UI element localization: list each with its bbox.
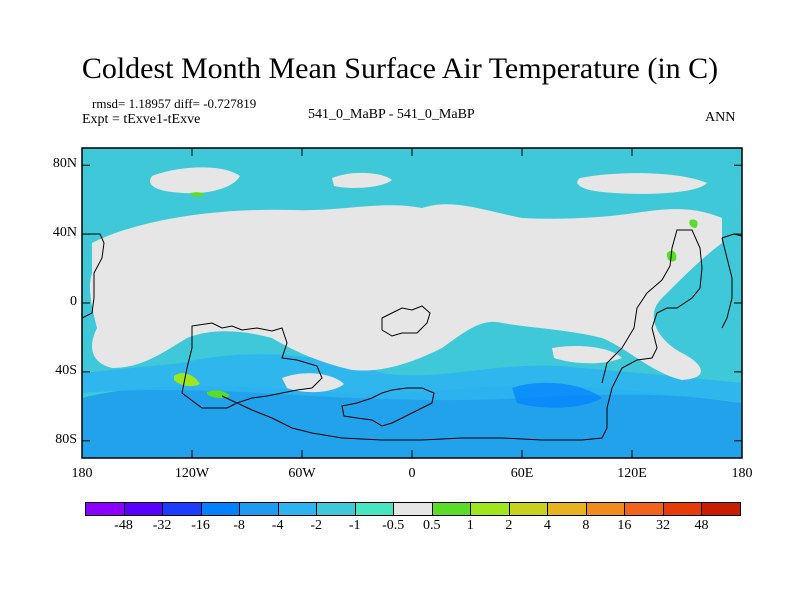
colorbar-swatch bbox=[162, 502, 202, 516]
colorbar-swatch bbox=[701, 502, 741, 516]
colorbar-swatch bbox=[393, 502, 433, 516]
x-tick-label: 180 bbox=[71, 466, 93, 481]
colorbar-label: 48 bbox=[694, 518, 709, 533]
deep-cold-spot bbox=[512, 382, 602, 408]
x-tick-label: 60W bbox=[288, 466, 316, 481]
stats-line: rmsd= 1.18957 diff= -0.727819 bbox=[92, 96, 257, 111]
x-tick-label: 180 bbox=[731, 466, 753, 481]
colorbar bbox=[85, 502, 741, 516]
north-patch-west bbox=[150, 167, 240, 194]
colorbar-swatch bbox=[200, 502, 241, 516]
colorbar-label: 4 bbox=[543, 518, 551, 533]
plot-border bbox=[81, 147, 743, 459]
colorbar-swatch bbox=[354, 502, 395, 516]
x-tick-label: 60E bbox=[510, 466, 534, 481]
colorbar-swatch bbox=[239, 502, 279, 516]
colorbar-label: 0.5 bbox=[423, 518, 441, 533]
colorbar-swatch bbox=[277, 502, 318, 516]
positive-anomaly-east bbox=[666, 250, 677, 262]
colorbar-label: 16 bbox=[617, 518, 632, 533]
map-plot-area bbox=[82, 148, 742, 458]
colorbar-label: -1 bbox=[348, 518, 361, 533]
north-patch-east bbox=[577, 173, 707, 194]
south-grey-blob-1 bbox=[282, 373, 344, 393]
colorbar-swatch bbox=[316, 502, 356, 516]
y-tick-label: 80S bbox=[55, 431, 77, 447]
colorbar-swatch bbox=[547, 502, 587, 516]
colorbar-swatch bbox=[431, 502, 472, 516]
continent-outline bbox=[82, 229, 742, 441]
colorbar-swatch bbox=[85, 502, 125, 516]
colorbar-swatch bbox=[624, 502, 664, 516]
colorbar-label: -8 bbox=[233, 518, 245, 533]
colorbar-label: 8 bbox=[582, 518, 590, 533]
colorbar-label: 2 bbox=[505, 518, 513, 533]
positive-anomaly-south bbox=[174, 373, 200, 387]
season-label: ANN bbox=[705, 110, 736, 125]
south-grey-blob-2 bbox=[552, 346, 622, 364]
case-label: 541_0_MaBP - 541_0_MaBP bbox=[308, 107, 475, 122]
colorbar-label: -32 bbox=[152, 518, 172, 533]
colorbar-label: -48 bbox=[114, 518, 133, 533]
colorbar-label: -0.5 bbox=[382, 518, 405, 533]
y-tick-label: 40S bbox=[55, 362, 77, 378]
positive-anomaly-north bbox=[190, 192, 205, 197]
y-tick-label: 40N bbox=[52, 225, 77, 241]
colorbar-swatch bbox=[470, 502, 510, 516]
y-tick-label: 80N bbox=[52, 156, 77, 172]
experiment-line: Expt = tExve1-tExve bbox=[82, 112, 201, 127]
tick-marks bbox=[81, 148, 743, 458]
neutral-tropical-region bbox=[89, 204, 722, 380]
x-tick-label: 120E bbox=[617, 466, 647, 481]
positive-anomaly-ne bbox=[689, 219, 698, 228]
temperature-map bbox=[82, 148, 742, 458]
y-tick-label: 0 bbox=[70, 294, 77, 309]
colorbar-swatch bbox=[585, 502, 626, 516]
colorbar-label: -4 bbox=[271, 518, 284, 533]
colorbar-label: 1 bbox=[466, 518, 474, 533]
colorbar-swatch bbox=[123, 502, 164, 516]
colorbar-label: -16 bbox=[191, 518, 210, 533]
positive-anomaly-south-2 bbox=[207, 390, 230, 399]
chart-title: Coldest Month Mean Surface Air Temperatu… bbox=[81, 52, 719, 85]
colorbar-label: -2 bbox=[310, 518, 323, 533]
x-tick-label: 120W bbox=[174, 466, 210, 481]
colorbar-swatch bbox=[508, 502, 549, 516]
north-patch-center bbox=[332, 172, 392, 188]
colorbar-swatch bbox=[662, 502, 703, 516]
x-tick-label: 0 bbox=[408, 466, 416, 481]
colorbar-label: 32 bbox=[655, 518, 670, 533]
